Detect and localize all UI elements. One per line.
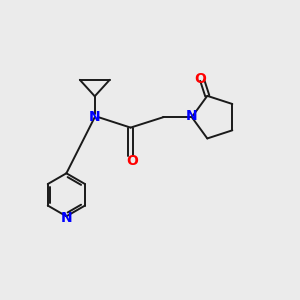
Text: O: O bbox=[195, 72, 206, 86]
Text: N: N bbox=[89, 110, 100, 124]
Text: O: O bbox=[126, 154, 138, 168]
Text: N: N bbox=[186, 109, 198, 123]
Text: N: N bbox=[61, 211, 72, 225]
